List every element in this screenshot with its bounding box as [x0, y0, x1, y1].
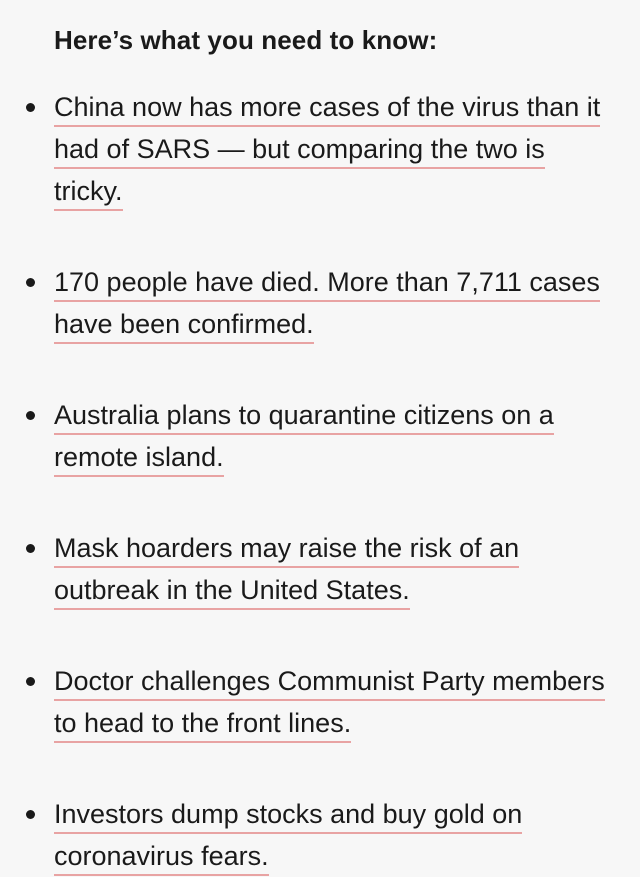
news-link[interactable]: 170 people have died. More than 7,711 ca…	[54, 267, 600, 344]
bullet-icon	[26, 810, 35, 819]
news-link[interactable]: Australia plans to quarantine citizens o…	[54, 400, 554, 477]
list-item: China now has more cases of the virus th…	[26, 86, 614, 212]
section-heading: Here’s what you need to know:	[54, 25, 438, 55]
bullet-icon	[26, 411, 35, 420]
list-item: Investors dump stocks and buy gold on co…	[26, 793, 614, 877]
list-item: Doctor challenges Communist Party member…	[26, 660, 614, 744]
news-link[interactable]: Investors dump stocks and buy gold on co…	[54, 799, 523, 876]
news-link[interactable]: Mask hoarders may raise the risk of an o…	[54, 533, 520, 610]
briefing-panel: Here’s what you need to know: China now …	[26, 25, 605, 876]
list-item: Mask hoarders may raise the risk of an o…	[26, 527, 614, 611]
bullet-icon	[26, 677, 35, 686]
news-link[interactable]: Doctor challenges Communist Party member…	[54, 666, 605, 743]
list-item: Australia plans to quarantine citizens o…	[26, 394, 614, 478]
news-list: China now has more cases of the virus th…	[26, 86, 614, 877]
bullet-icon	[26, 278, 35, 287]
bullet-icon	[26, 103, 35, 112]
news-link[interactable]: China now has more cases of the virus th…	[54, 92, 601, 211]
bullet-icon	[26, 544, 35, 553]
list-item: 170 people have died. More than 7,711 ca…	[26, 261, 614, 345]
